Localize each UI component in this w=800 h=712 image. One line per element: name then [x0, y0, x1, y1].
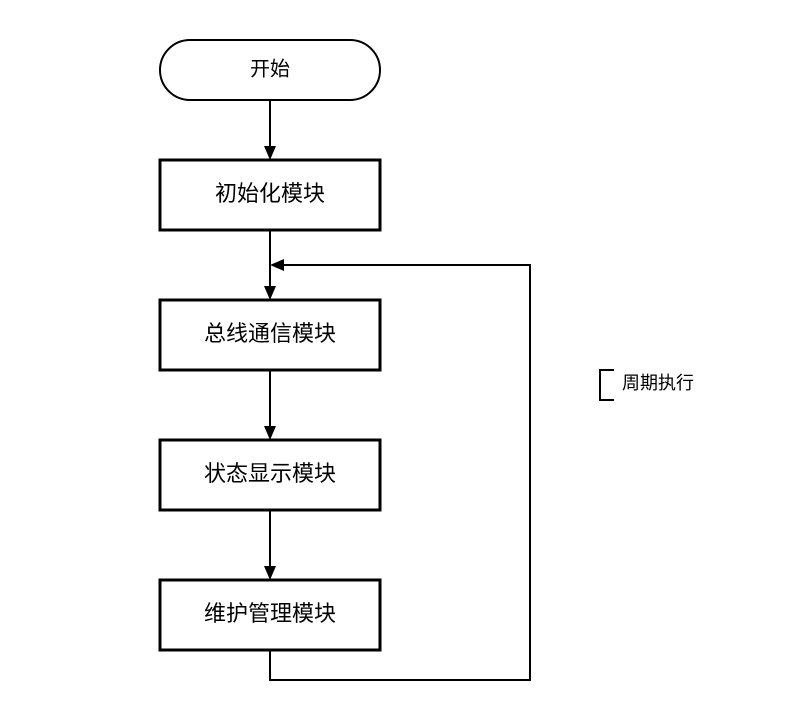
node-start: 开始: [160, 40, 380, 100]
node-init: 初始化模块: [160, 160, 380, 230]
node-bus: 总线通信模块: [160, 300, 380, 370]
node-maint-label: 维护管理模块: [204, 601, 336, 626]
node-start-label: 开始: [250, 58, 290, 81]
side-bracket: [600, 370, 614, 400]
node-status: 状态显示模块: [160, 440, 380, 510]
node-status-label: 状态显示模块: [204, 461, 336, 486]
node-bus-label: 总线通信模块: [204, 321, 336, 346]
side-label: 周期执行: [622, 373, 694, 393]
node-maint: 维护管理模块: [160, 580, 380, 650]
node-init-label: 初始化模块: [215, 181, 325, 206]
flowchart-diagram: 开始初始化模块总线通信模块状态显示模块维护管理模块 周期执行: [0, 0, 800, 712]
